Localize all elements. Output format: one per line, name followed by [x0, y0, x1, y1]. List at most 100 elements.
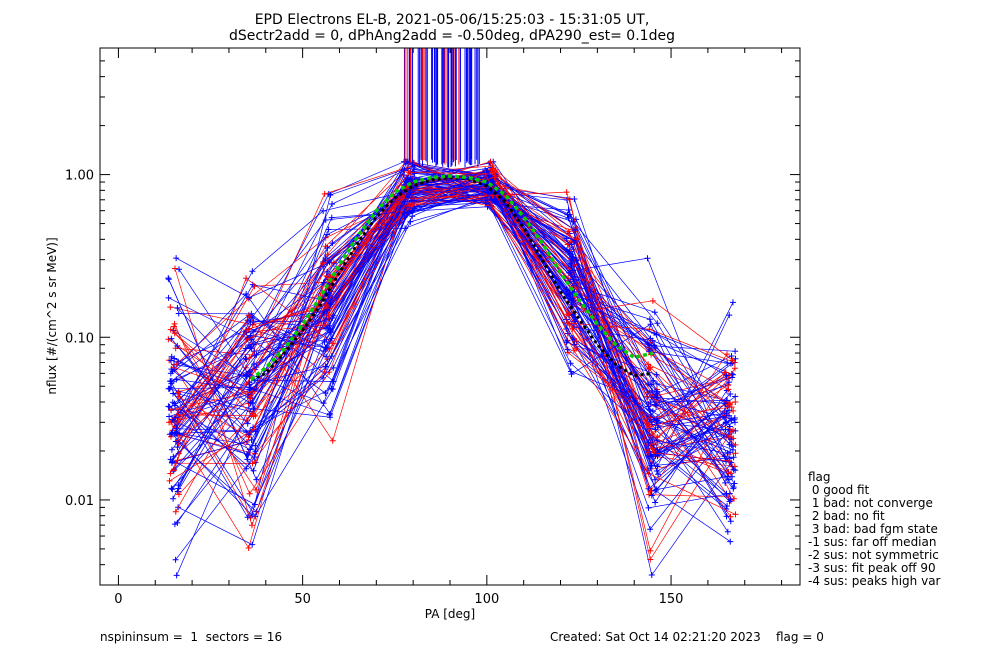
- data-point: [569, 251, 576, 258]
- data-point: [329, 314, 336, 321]
- data-point: [723, 372, 730, 379]
- data-point: [248, 522, 255, 529]
- data-point: [726, 498, 733, 505]
- y-tick-label: 0.01: [65, 494, 94, 509]
- data-point: [166, 431, 173, 438]
- data-point: [726, 412, 733, 419]
- spectrum-trace: [173, 177, 726, 464]
- data-point: [732, 398, 739, 405]
- legend-entry: -4 sus: peaks high var: [808, 574, 941, 588]
- legend-entry: -1 sus: far off median: [808, 535, 936, 549]
- data-point: [565, 228, 572, 235]
- data-point: [326, 345, 333, 352]
- data-point: [647, 453, 654, 460]
- spectrum-trace: [171, 189, 731, 542]
- data-point: [645, 341, 652, 348]
- data-point: [572, 227, 579, 234]
- spectrum-trace: [170, 180, 730, 519]
- data-point: [172, 508, 179, 515]
- data-point: [165, 336, 172, 343]
- y-tick-label: 0.10: [65, 331, 94, 346]
- data-point: [249, 460, 256, 467]
- data-layer: [165, 48, 739, 579]
- data-point: [171, 330, 178, 337]
- data-point: [250, 413, 257, 420]
- data-point: [491, 174, 498, 181]
- data-point: [172, 265, 179, 272]
- data-point: [327, 328, 334, 335]
- data-point: [723, 418, 730, 425]
- data-point: [646, 366, 653, 373]
- data-point: [654, 320, 661, 327]
- data-point: [732, 467, 739, 474]
- data-point: [645, 439, 652, 446]
- spectrum-trace: [168, 171, 726, 438]
- data-point: [644, 255, 651, 262]
- data-point: [252, 442, 259, 449]
- spectrum-trace: [178, 172, 730, 462]
- data-point: [409, 213, 416, 220]
- data-point: [653, 371, 660, 378]
- data-point: [322, 390, 329, 397]
- data-point: [171, 521, 178, 528]
- data-point: [729, 374, 736, 381]
- spectrum-trace: [174, 169, 728, 507]
- data-point: [406, 200, 413, 207]
- data-point: [649, 436, 656, 443]
- spectrum-trace: [177, 176, 736, 441]
- data-point: [168, 357, 175, 364]
- data-point: [166, 403, 173, 410]
- data-point: [652, 476, 659, 483]
- data-point: [247, 399, 254, 406]
- data-point: [171, 320, 178, 327]
- data-point: [647, 526, 654, 533]
- data-point: [566, 211, 573, 218]
- data-point: [330, 364, 337, 371]
- data-point: [651, 309, 658, 316]
- spectrum-trace: [171, 195, 736, 471]
- x-tick-label: 150: [659, 592, 684, 607]
- data-point: [173, 376, 180, 383]
- data-point: [322, 321, 329, 328]
- data-point: [405, 169, 412, 176]
- data-point: [246, 431, 253, 438]
- data-point: [652, 487, 659, 494]
- data-point: [732, 393, 739, 400]
- data-point: [648, 572, 655, 579]
- data-point: [565, 207, 572, 214]
- data-point: [730, 407, 737, 414]
- spectrum-trace: [171, 199, 734, 467]
- data-point: [250, 467, 257, 474]
- data-point: [724, 397, 731, 404]
- data-point: [174, 444, 181, 451]
- data-point: [248, 345, 255, 352]
- legend-entry: 2 bad: no fit: [808, 509, 885, 523]
- data-point: [728, 470, 735, 477]
- data-point: [242, 355, 249, 362]
- data-point: [570, 282, 577, 289]
- data-point: [652, 499, 659, 506]
- data-point: [168, 380, 175, 387]
- data-point: [253, 351, 260, 358]
- spectrum-trace: [170, 195, 729, 552]
- data-point: [728, 436, 735, 443]
- data-point: [322, 301, 329, 308]
- data-point: [648, 381, 655, 388]
- data-point: [323, 231, 330, 238]
- data-point: [727, 390, 734, 397]
- data-point: [175, 491, 182, 498]
- data-point: [731, 480, 738, 487]
- data-point: [482, 170, 489, 177]
- spectrum-trace: [171, 199, 726, 484]
- data-point: [729, 299, 736, 306]
- spectrum-trace: [171, 163, 735, 484]
- data-point: [401, 195, 408, 202]
- data-point: [647, 547, 654, 554]
- data-point: [644, 340, 651, 347]
- data-point: [568, 296, 575, 303]
- data-point: [320, 207, 327, 214]
- data-point: [649, 445, 656, 452]
- data-point: [324, 251, 331, 258]
- data-point: [722, 479, 729, 486]
- data-point: [242, 345, 249, 352]
